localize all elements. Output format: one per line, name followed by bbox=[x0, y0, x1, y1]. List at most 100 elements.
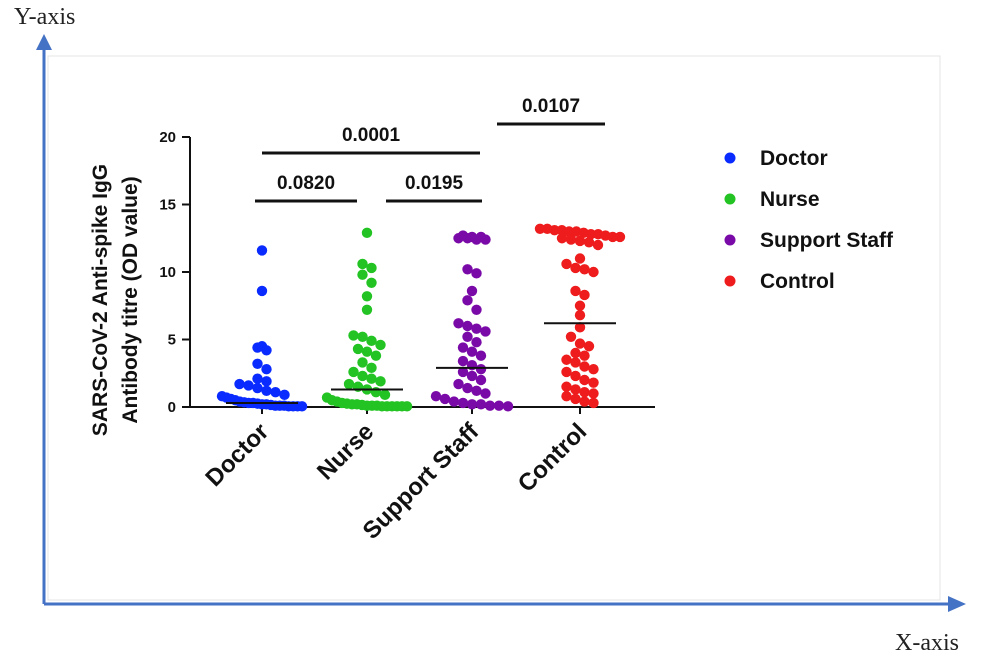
data-point bbox=[261, 376, 272, 387]
legend-marker bbox=[724, 275, 736, 287]
data-point bbox=[379, 389, 391, 401]
y-axis-title-line1: SARS-CoV-2 Anti-spike IgG bbox=[89, 164, 112, 436]
data-point bbox=[583, 341, 595, 352]
data-point bbox=[471, 304, 482, 315]
p-value-label: 0.0001 bbox=[342, 125, 401, 146]
data-point bbox=[588, 397, 599, 409]
y-tick-label: 0 bbox=[168, 399, 176, 416]
data-point bbox=[361, 291, 373, 302]
data-point bbox=[457, 366, 469, 378]
data-point bbox=[457, 397, 469, 409]
category-label: Nurse bbox=[312, 418, 379, 485]
data-point bbox=[561, 381, 572, 392]
data-point bbox=[579, 264, 590, 275]
data-point bbox=[471, 268, 482, 279]
data-point bbox=[243, 380, 254, 391]
data-point bbox=[574, 310, 586, 321]
data-point bbox=[588, 388, 599, 399]
p-value-label: 0.0195 bbox=[405, 173, 464, 194]
data-point bbox=[471, 323, 482, 334]
data-point bbox=[579, 374, 590, 386]
data-point bbox=[279, 389, 290, 401]
data-point bbox=[261, 345, 272, 356]
data-point bbox=[261, 364, 272, 375]
data-point bbox=[570, 357, 581, 368]
data-point bbox=[256, 245, 268, 256]
legend-label: Nurse bbox=[760, 188, 820, 211]
y-tick-label: 10 bbox=[159, 264, 176, 281]
data-point bbox=[357, 357, 368, 368]
category-label: Control bbox=[513, 418, 592, 497]
data-point bbox=[565, 234, 577, 245]
legend-label: Doctor bbox=[760, 147, 828, 170]
data-point bbox=[361, 227, 373, 239]
y-axis-title-line2: Antibody titre (OD value) bbox=[119, 176, 142, 423]
outer-y-axis-arrow bbox=[36, 34, 52, 50]
data-point bbox=[256, 285, 268, 297]
data-point bbox=[579, 350, 590, 361]
data-point bbox=[457, 355, 469, 367]
data-point bbox=[480, 388, 491, 399]
category-label: Doctor bbox=[200, 418, 274, 492]
outer-x-axis-arrow bbox=[948, 596, 966, 612]
data-point bbox=[614, 231, 626, 243]
data-point bbox=[361, 304, 373, 315]
data-point bbox=[462, 320, 473, 332]
data-point bbox=[366, 373, 377, 384]
data-point bbox=[430, 391, 442, 402]
y-tick-label: 15 bbox=[159, 197, 176, 214]
data-point bbox=[462, 331, 473, 342]
data-point bbox=[502, 401, 514, 412]
data-point bbox=[579, 361, 590, 372]
data-point bbox=[570, 285, 581, 297]
data-point bbox=[366, 262, 377, 274]
data-point bbox=[561, 354, 572, 365]
data-point bbox=[252, 373, 263, 384]
data-point bbox=[475, 399, 487, 410]
data-point bbox=[453, 318, 464, 329]
data-point bbox=[471, 337, 482, 348]
data-point bbox=[366, 335, 377, 347]
data-point bbox=[570, 262, 581, 274]
legend-label: Control bbox=[760, 270, 835, 293]
data-point bbox=[570, 347, 581, 359]
data-point bbox=[574, 338, 586, 349]
data-point bbox=[484, 400, 496, 411]
data-point bbox=[357, 258, 368, 270]
legend-marker bbox=[724, 234, 736, 246]
outer-x-axis-label: X-axis bbox=[895, 630, 959, 656]
data-point bbox=[574, 300, 586, 311]
data-point bbox=[574, 322, 586, 333]
data-point bbox=[583, 237, 595, 248]
data-point bbox=[563, 226, 575, 237]
data-point bbox=[462, 382, 473, 394]
data-point bbox=[607, 231, 618, 243]
data-point bbox=[565, 331, 577, 342]
p-value-label: 0.0107 bbox=[522, 96, 580, 117]
data-point bbox=[357, 331, 368, 342]
figure-frame bbox=[47, 55, 941, 601]
data-point bbox=[375, 339, 386, 351]
data-point bbox=[466, 399, 478, 410]
data-point bbox=[234, 378, 245, 390]
data-point bbox=[357, 370, 368, 382]
data-point bbox=[475, 364, 487, 375]
data-point bbox=[375, 376, 386, 387]
data-point bbox=[352, 343, 364, 355]
data-point bbox=[561, 258, 572, 270]
data-point bbox=[448, 396, 460, 407]
data-point bbox=[561, 366, 572, 378]
data-point bbox=[296, 401, 308, 412]
data-point bbox=[366, 362, 377, 374]
legend-marker bbox=[724, 193, 736, 205]
data-point bbox=[585, 229, 597, 240]
data-point bbox=[462, 264, 473, 275]
data-point bbox=[588, 364, 599, 375]
data-point bbox=[588, 377, 599, 388]
data-point bbox=[574, 235, 586, 247]
data-point bbox=[252, 342, 263, 353]
data-point bbox=[343, 378, 355, 390]
p-value-label: 0.0820 bbox=[277, 173, 335, 194]
outer-y-axis-label: Y-axis bbox=[14, 4, 75, 30]
data-point bbox=[574, 253, 586, 264]
